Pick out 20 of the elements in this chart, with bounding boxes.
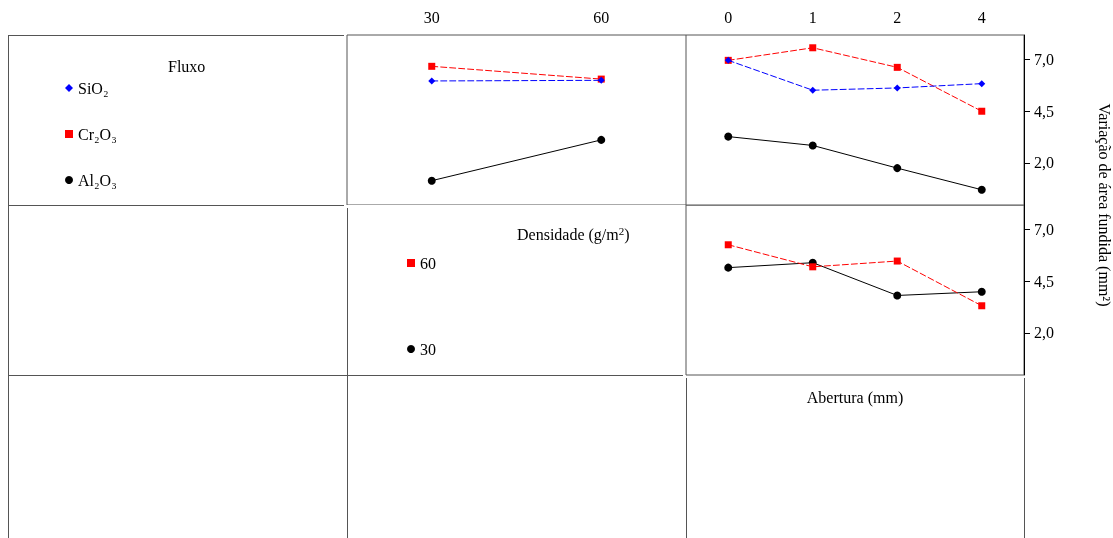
x-tick-label: 1 xyxy=(808,8,817,26)
legend-label: 60 xyxy=(420,254,436,272)
x-axis-title: Abertura (mm) xyxy=(806,388,904,407)
y-tick-label: 7,0 xyxy=(1034,221,1054,239)
legend-label: Al₂O₃ xyxy=(78,171,117,189)
y-tick-label: 7,0 xyxy=(1034,51,1054,69)
y-tick-label: 2,0 xyxy=(1034,324,1054,342)
legend-label: 30 xyxy=(420,340,436,358)
y-axis-title: Variação de área fundida (mm²) xyxy=(1094,103,1113,307)
x-tick-label: 0 xyxy=(724,8,733,26)
y-tick-label: 4,5 xyxy=(1034,102,1054,120)
x-tick-label: 2 xyxy=(893,8,902,26)
legend-label: Cr₂O₃ xyxy=(78,125,117,143)
y-tick-label: 2,0 xyxy=(1034,154,1054,172)
legend-label: SiO₂ xyxy=(78,79,109,97)
legend-title: Fluxo xyxy=(168,57,206,75)
x-tick-label: 4 xyxy=(977,8,986,26)
x-tick-label: 60 xyxy=(593,8,610,26)
x-tick-label: 30 xyxy=(423,8,440,26)
y-tick-label: 4,5 xyxy=(1034,272,1054,290)
